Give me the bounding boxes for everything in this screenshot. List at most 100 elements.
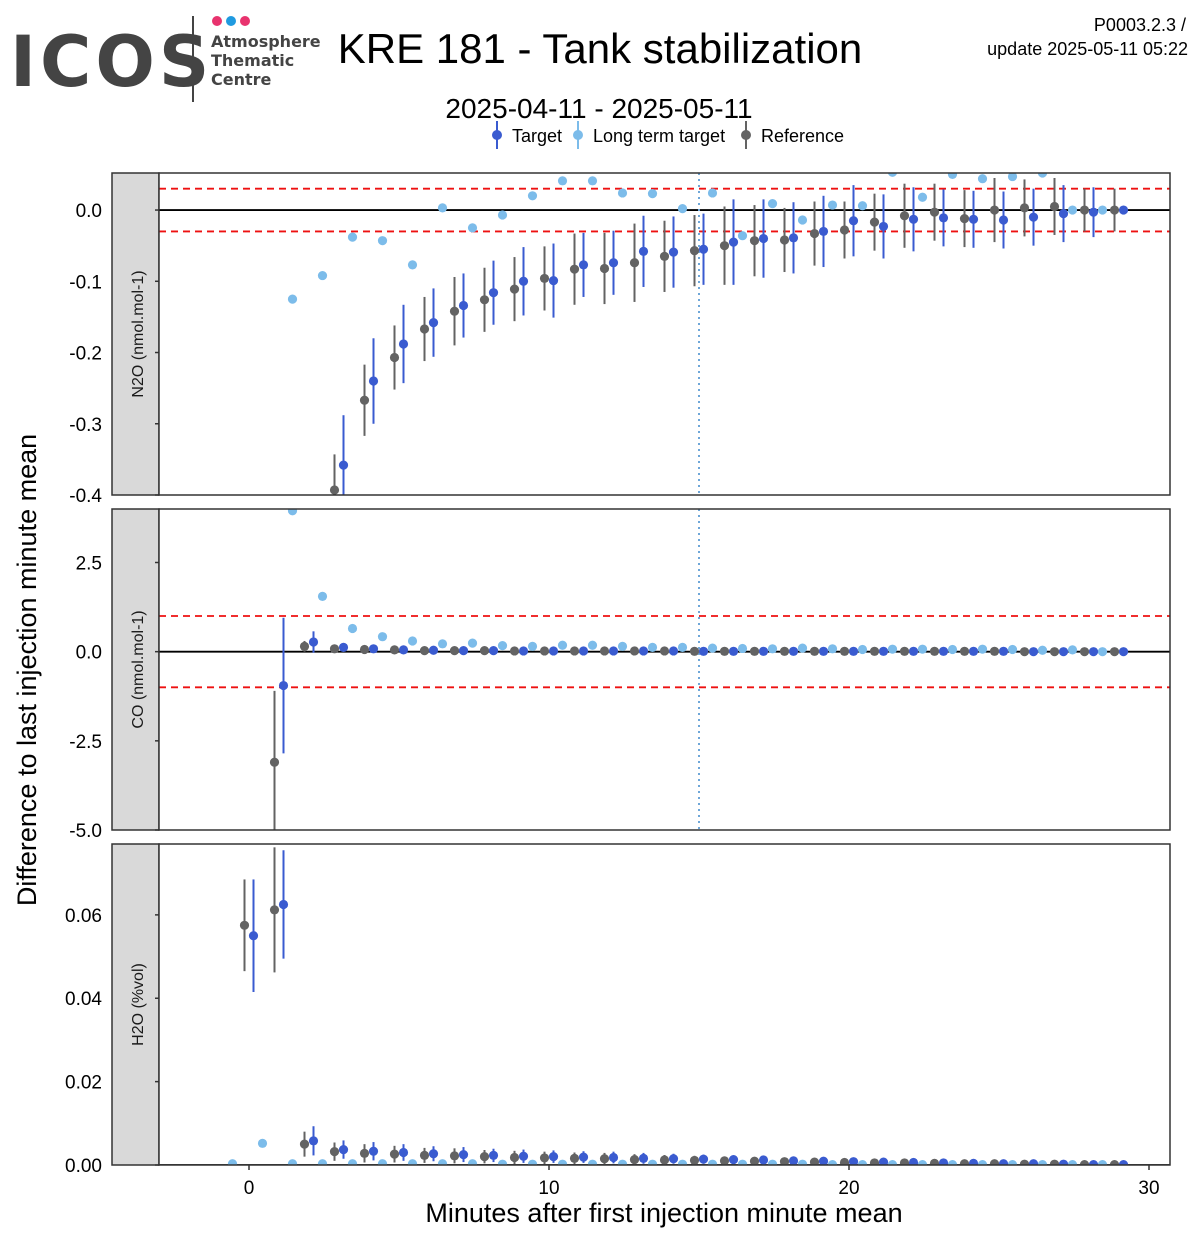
logo-line-1: Atmosphere: [211, 32, 321, 51]
facet-strip: [111, 172, 160, 496]
panel-border: [158, 508, 1171, 831]
plot-area: [159, 509, 1170, 830]
data-point: [779, 1157, 790, 1165]
data-point: [908, 1157, 919, 1165]
data-point: [317, 591, 328, 601]
y-tick-label: -0.3: [69, 415, 102, 436]
data-point: [1028, 212, 1039, 222]
data-point: [398, 339, 409, 349]
data-point: [548, 275, 559, 286]
data-point: [347, 623, 358, 634]
data-point: [638, 1153, 649, 1163]
data-point: [1088, 207, 1099, 217]
data-point: [938, 1158, 949, 1165]
y-tick-label: 2.5: [76, 554, 102, 575]
data-point: [269, 905, 280, 915]
data-point: [857, 1159, 868, 1165]
data-point: [758, 1155, 769, 1165]
data-point: [497, 210, 508, 220]
data-point: [599, 1154, 610, 1164]
data-point: [899, 646, 910, 656]
data-point: [689, 646, 700, 656]
x-tick-label: 30: [1138, 1178, 1159, 1199]
logo-dot-3: [240, 16, 250, 26]
data-point: [938, 646, 949, 656]
x-tick-label: 0: [244, 1178, 255, 1199]
data-point: [338, 1144, 349, 1155]
data-point: [359, 395, 370, 405]
data-point: [389, 1149, 400, 1159]
data-point: [1067, 1159, 1078, 1165]
n2o-panel: N2O (nmol.mol-1) 0.0 -0.1 -0.2 -0.3 -0.4: [69, 172, 1171, 507]
data-point: [449, 306, 460, 316]
data-point: [617, 1159, 628, 1165]
data-point: [839, 646, 850, 656]
data-point: [527, 191, 538, 201]
y-tick-label: -2.5: [69, 732, 102, 753]
data-point: [647, 642, 658, 652]
data-point: [317, 270, 328, 281]
data-point: [647, 1159, 658, 1165]
data-point: [968, 646, 979, 656]
data-point: [929, 1158, 940, 1165]
data-point: [998, 215, 1009, 225]
data-point: [719, 646, 730, 656]
data-point: [749, 646, 760, 656]
data-point: [659, 251, 670, 261]
panel-background: [159, 844, 1170, 1165]
data-point: [827, 1159, 838, 1165]
data-point: [689, 246, 700, 256]
data-point: [659, 646, 670, 656]
data-point: [839, 225, 850, 235]
y-tick-label: 0.0: [76, 643, 102, 664]
data-point: [629, 646, 640, 656]
y-tick-label: -0.2: [69, 344, 102, 365]
data-point: [779, 235, 790, 245]
data-point: [818, 1156, 829, 1165]
data-point: [677, 204, 688, 214]
legend-long-term-label: Long term target: [593, 126, 725, 146]
data-point: [737, 1159, 748, 1165]
data-point: [437, 1159, 448, 1165]
data-point: [287, 294, 298, 304]
data-point: [227, 1159, 238, 1165]
data-point: [347, 232, 358, 242]
legend: Target Long term target Reference: [492, 121, 844, 149]
y-tick-label: 0.02: [65, 1073, 102, 1094]
data-point: [977, 1159, 988, 1165]
data-point: [1097, 1159, 1108, 1165]
data-point: [788, 233, 799, 243]
data-point: [899, 211, 910, 221]
data-point: [917, 192, 928, 202]
data-point: [1058, 647, 1069, 657]
h2o-panel: H2O (%vol) 0.06 0.04 0.02 0.00: [65, 843, 1171, 1177]
x-tick-label: 10: [538, 1178, 559, 1199]
data-point: [569, 264, 580, 274]
data-point: [1118, 1159, 1129, 1165]
data-point: [1097, 647, 1108, 657]
icos-logo: ICOS Atmosphere Thematic Centre: [10, 16, 321, 103]
data-point: [548, 1152, 559, 1162]
legend-long-term-dot: [573, 130, 583, 140]
data-point: [278, 899, 289, 910]
data-point: [797, 215, 808, 225]
data-point: [977, 174, 988, 184]
data-point: [998, 1159, 1009, 1165]
data-point: [617, 188, 628, 198]
data-point: [1079, 1159, 1090, 1165]
data-point: [1028, 1159, 1039, 1165]
facet-strip-label: N2O (nmol.mol-1): [130, 270, 147, 397]
y-tick-label: -0.4: [69, 486, 102, 507]
data-point: [299, 1139, 310, 1149]
panel-background: [159, 509, 1170, 830]
data-point: [527, 1159, 538, 1165]
data-point: [458, 300, 469, 311]
data-point: [1037, 645, 1048, 655]
data-point: [569, 1153, 580, 1163]
data-point: [629, 258, 640, 268]
data-point: [959, 646, 970, 656]
data-point: [797, 1159, 808, 1165]
data-point: [668, 247, 679, 257]
data-point: [818, 226, 829, 237]
data-point: [878, 221, 889, 232]
